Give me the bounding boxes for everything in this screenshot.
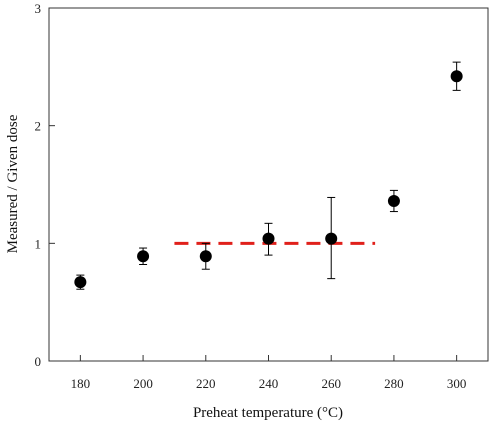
data-point [199,250,212,263]
data-point [325,232,338,245]
x-tick-label: 300 [447,376,467,391]
points-layer [74,61,463,290]
x-tick-label: 240 [259,376,279,391]
x-tick-label: 220 [196,376,216,391]
x-tick-label: 260 [321,376,341,391]
x-tick-label: 200 [133,376,153,391]
y-tick-label: 1 [35,236,42,251]
data-point [450,70,463,83]
y-axis-label: Measured / Given dose [5,114,21,253]
x-tick-label: 280 [384,376,404,391]
data-point [74,276,87,289]
data-point [137,250,150,263]
x-tick-label: 180 [71,376,91,391]
y-tick-label: 2 [35,119,42,134]
ticks-layer: 180 200 220 240 260 280 300 0 1 2 3 [35,1,467,391]
x-axis-label: Preheat temperature (°C) [193,405,343,421]
data-point [262,232,275,245]
plot-frame [48,7,489,362]
y-tick-label: 3 [35,1,42,16]
y-tick-label: 0 [35,354,42,369]
data-point [387,194,400,207]
